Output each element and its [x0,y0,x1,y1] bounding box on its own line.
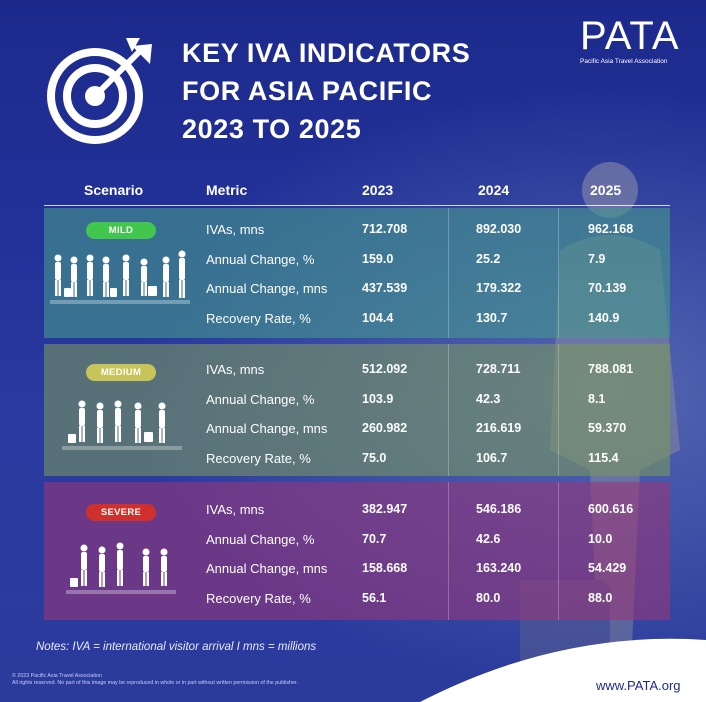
value-cell: 179.322 [476,281,522,295]
title-line-2: FOR ASIA PACIFIC [182,76,433,106]
value-cell: 80.0 [476,590,501,605]
value-cell: 54.429 [588,561,627,575]
value-cell: 728.711 [476,362,521,376]
value-cell: 382.947 [362,502,408,516]
value-cell: 10.0 [588,531,613,546]
notes-text: Notes: IVA = international visitor arriv… [36,641,317,653]
value-cell: 42.3 [476,391,501,406]
header-year-2024: 2024 [478,182,510,198]
value-cell: 8.1 [588,391,606,406]
metric-label: Recovery Rate, % [206,450,311,466]
column-divider [558,482,559,620]
value-cell: 962.168 [588,222,634,236]
value-cell: 600.616 [588,502,634,516]
metric-label: Annual Change, mns [206,421,328,436]
value-cell: 512.092 [362,362,408,376]
page-title: KEY IVA INDICATORS FOR ASIA PACIFIC 2023… [182,34,470,148]
value-cell: 260.982 [362,421,408,435]
value-cell: 163.240 [476,561,522,575]
metric-label: Annual Change, mns [206,281,328,296]
value-cell: 216.619 [476,421,522,435]
value-cell: 7.9 [588,251,606,266]
value-cell: 115.4 [588,450,619,465]
copyright-text: © 2023 Pacific Asia Travel Association A… [12,673,298,687]
value-cell: 70.7 [362,531,387,546]
travellers-icon [50,250,190,304]
bottom-swoosh [420,638,706,702]
copyright-line-1: © 2023 Pacific Asia Travel Association [12,673,102,679]
metric-label: IVAs, mns [206,502,265,517]
value-cell: 88.0 [588,590,613,605]
value-cell: 546.186 [476,502,522,516]
metric-label: Annual Change, % [206,251,315,267]
value-cell: 158.668 [362,561,408,575]
target-arrow-icon [47,38,152,144]
value-cell: 103.9 [362,391,394,406]
header-year-2023: 2023 [362,182,394,198]
value-cell: 75.0 [362,450,387,465]
column-divider [448,208,449,338]
scenario-badge-medium: MEDIUM [86,364,156,381]
header-scenario: Scenario [84,182,144,198]
value-cell: 59.370 [588,421,627,435]
metric-label: Annual Change, % [206,531,315,547]
value-cell: 712.708 [362,222,408,236]
pata-logo: PATA Pacific Asia Travel Association [580,14,692,66]
travellers-icon [62,400,182,450]
scenario-badge-mild: MILD [86,222,156,239]
column-divider [448,344,449,476]
value-cell: 56.1 [362,590,387,605]
copyright-line-2: All rights reserved. No part of this ima… [12,680,298,686]
column-divider [558,344,559,476]
value-cell: 106.7 [476,450,508,465]
column-divider [448,482,449,620]
value-cell: 130.7 [476,310,508,325]
value-cell: 892.030 [476,222,522,236]
metric-label: IVAs, mns [206,222,265,237]
title-line-1: KEY IVA INDICATORS [182,38,471,68]
metric-label: Annual Change, % [206,391,315,407]
scenario-badge-severe: SEVERE [86,504,156,521]
title-line-3: 2023 TO 2025 [182,114,362,144]
metric-label: Recovery Rate, % [206,590,311,606]
value-cell: 140.9 [588,310,620,325]
metric-label: Annual Change, mns [206,561,328,576]
column-divider [558,208,559,338]
website-link[interactable]: www.PATA.org [596,678,681,693]
value-cell: 104.4 [362,310,394,325]
header-divider [44,205,670,206]
header-metric: Metric [206,182,248,198]
metric-label: IVAs, mns [206,362,265,377]
metric-label: Recovery Rate, % [206,310,311,326]
header-year-2025: 2025 [590,182,622,198]
value-cell: 788.081 [588,362,634,376]
logo-subtitle: Pacific Asia Travel Association [580,58,668,65]
value-cell: 42.6 [476,531,501,546]
value-cell: 159.0 [362,251,394,266]
value-cell: 437.539 [362,281,408,295]
travellers-icon [66,542,176,594]
value-cell: 25.2 [476,251,501,266]
logo-wordmark: PATA [580,14,680,58]
value-cell: 70.139 [588,281,627,295]
